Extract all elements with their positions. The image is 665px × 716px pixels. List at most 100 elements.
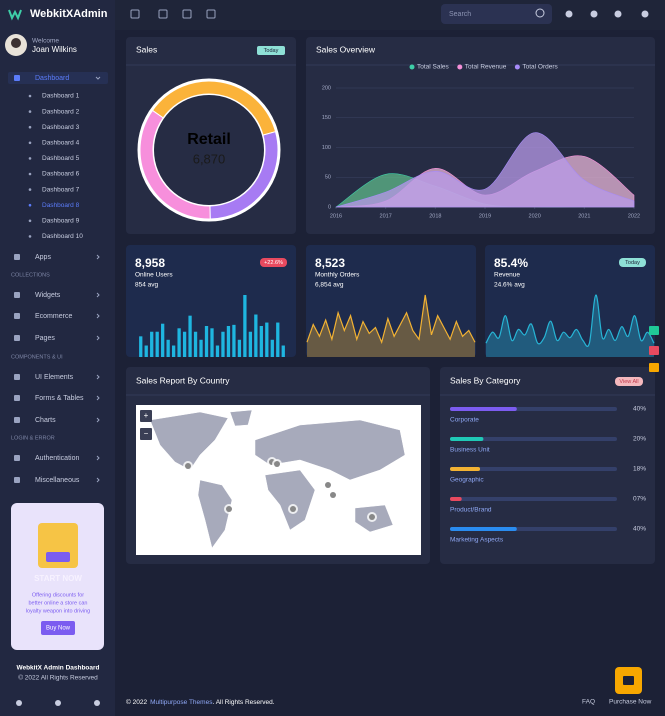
progress-bar	[450, 437, 484, 441]
spark-bar	[161, 323, 165, 357]
spark-bar	[221, 331, 225, 357]
sidebar-footer: © 2022 All Rights Reserved	[18, 674, 98, 682]
submenu-dot	[28, 157, 32, 160]
menu-chevron	[96, 395, 100, 401]
progress-track	[450, 467, 617, 471]
floating-button-icon[interactable]	[623, 676, 634, 685]
topbar-icon[interactable]	[614, 10, 622, 18]
badge[interactable]	[615, 377, 643, 386]
menu-chevron	[95, 76, 101, 80]
side-tab[interactable]	[649, 326, 659, 335]
donut-hole	[154, 95, 264, 205]
menu-chevron	[96, 374, 100, 380]
menu-chevron	[96, 417, 100, 423]
submenu-item[interactable]: Dashboard 6	[42, 171, 80, 178]
menu-item[interactable]: Miscellaneous	[35, 477, 80, 484]
search-placeholder: Search	[449, 11, 471, 18]
topbar-icon[interactable]	[641, 10, 649, 18]
submenu-item[interactable]: Dashboard 4	[42, 140, 80, 147]
toolbar-icon[interactable]	[206, 9, 216, 19]
submenu-item[interactable]: Dashboard 7	[42, 186, 80, 193]
promo-text: Offering discounts for	[32, 592, 84, 598]
menu-icon	[14, 335, 20, 341]
x-tick-label: 2016	[330, 213, 342, 219]
stat-card	[126, 245, 296, 357]
side-tab[interactable]	[649, 346, 659, 355]
menu-item[interactable]: UI Elements	[35, 374, 74, 381]
footer-part[interactable]: Multipurpose Themes	[150, 699, 213, 706]
badge-label: Today	[625, 260, 640, 266]
stat-value: 8,523	[315, 256, 345, 270]
menu-item[interactable]: Charts	[35, 417, 56, 424]
toolbar-icon[interactable]	[158, 9, 168, 19]
progress-bar	[450, 497, 462, 501]
submenu-item[interactable]: Dashboard 8	[42, 202, 80, 209]
promo-button[interactable]	[41, 621, 75, 635]
submenu-dot	[28, 235, 32, 238]
promo-button-label[interactable]: Buy Now	[46, 626, 71, 632]
menu-chevron	[96, 313, 100, 319]
map-marker-dot[interactable]	[226, 506, 232, 512]
search-box[interactable]	[441, 4, 552, 24]
menu-item[interactable]: Apps	[35, 254, 51, 261]
submenu-item[interactable]: Dashboard 2	[42, 108, 80, 115]
menu-section: COLLECTIONS	[11, 272, 50, 278]
map-marker-dot[interactable]	[185, 463, 191, 469]
badge	[619, 258, 646, 267]
map-marker-dot[interactable]	[330, 492, 336, 498]
map-marker-dot[interactable]	[274, 461, 280, 467]
search-icon[interactable]	[535, 8, 545, 18]
sidebar-footer-icon[interactable]	[16, 700, 22, 706]
stat-avg: 6,854 avg	[315, 282, 344, 289]
y-tick-label: 50	[325, 175, 331, 181]
menu-item[interactable]: Widgets	[35, 292, 61, 299]
footer-text: © 2022 Multipurpose Themes. All Rights Re…	[126, 698, 275, 706]
brand: WebkitXAdmin	[30, 8, 108, 20]
donut-label: Retail	[187, 131, 231, 148]
topbar-icon[interactable]	[565, 10, 573, 18]
progress-value: 40%	[633, 406, 646, 413]
side-tab[interactable]	[649, 363, 659, 372]
menu-item[interactable]: Authentication	[35, 455, 79, 462]
zoom-in-label[interactable]: +	[144, 411, 149, 420]
submenu-item[interactable]: Dashboard 5	[42, 155, 80, 162]
submenu-item[interactable]: Dashboard 1	[42, 93, 80, 100]
progress-track	[450, 437, 617, 441]
submenu-item[interactable]: Dashboard 3	[42, 124, 80, 131]
sidebar-footer-icon[interactable]	[55, 700, 61, 706]
menu-item[interactable]: Pages	[35, 335, 55, 342]
spark-bar	[139, 336, 143, 357]
map-marker-dot[interactable]	[369, 514, 375, 520]
menu-icon	[14, 395, 20, 401]
stat-value: 85.4%	[494, 256, 528, 270]
logo	[8, 9, 22, 21]
map-marker-dot[interactable]	[325, 482, 331, 488]
submenu-dot	[28, 188, 32, 191]
footer-link[interactable]: FAQ	[582, 699, 595, 706]
submenu-item[interactable]: Dashboard 10	[42, 233, 83, 240]
footer-link[interactable]: Purchase Now	[609, 699, 652, 706]
menu-item[interactable]: Ecommerce	[35, 313, 72, 320]
donut-segment	[139, 109, 211, 220]
map-marker-dot[interactable]	[290, 506, 296, 512]
toolbar-icon[interactable]	[182, 9, 192, 19]
card	[440, 367, 655, 564]
zoom-out-label[interactable]: −	[144, 429, 149, 438]
sidebar-footer-icon[interactable]	[94, 700, 100, 706]
card-title: Sales Overview	[316, 44, 376, 54]
badge-label[interactable]: View All	[619, 379, 638, 385]
menu-item[interactable]: Forms & Tables	[35, 395, 84, 402]
zoom-out[interactable]	[140, 428, 152, 440]
toolbar-icon[interactable]	[130, 9, 140, 19]
spark-bar	[144, 345, 148, 357]
spark-bar	[254, 314, 258, 357]
submenu-item[interactable]: Dashboard 9	[42, 218, 80, 225]
card-title: Sales Report By Country	[136, 375, 230, 385]
menu-item[interactable]: Dashboard	[35, 75, 69, 82]
spark-bar	[243, 295, 247, 357]
zoom-in[interactable]	[140, 410, 152, 422]
menu-section: LOGIN & ERROR	[11, 435, 55, 441]
y-tick-label: 150	[322, 115, 331, 121]
progress-value: 20%	[633, 436, 646, 443]
topbar-icon[interactable]	[590, 10, 598, 18]
